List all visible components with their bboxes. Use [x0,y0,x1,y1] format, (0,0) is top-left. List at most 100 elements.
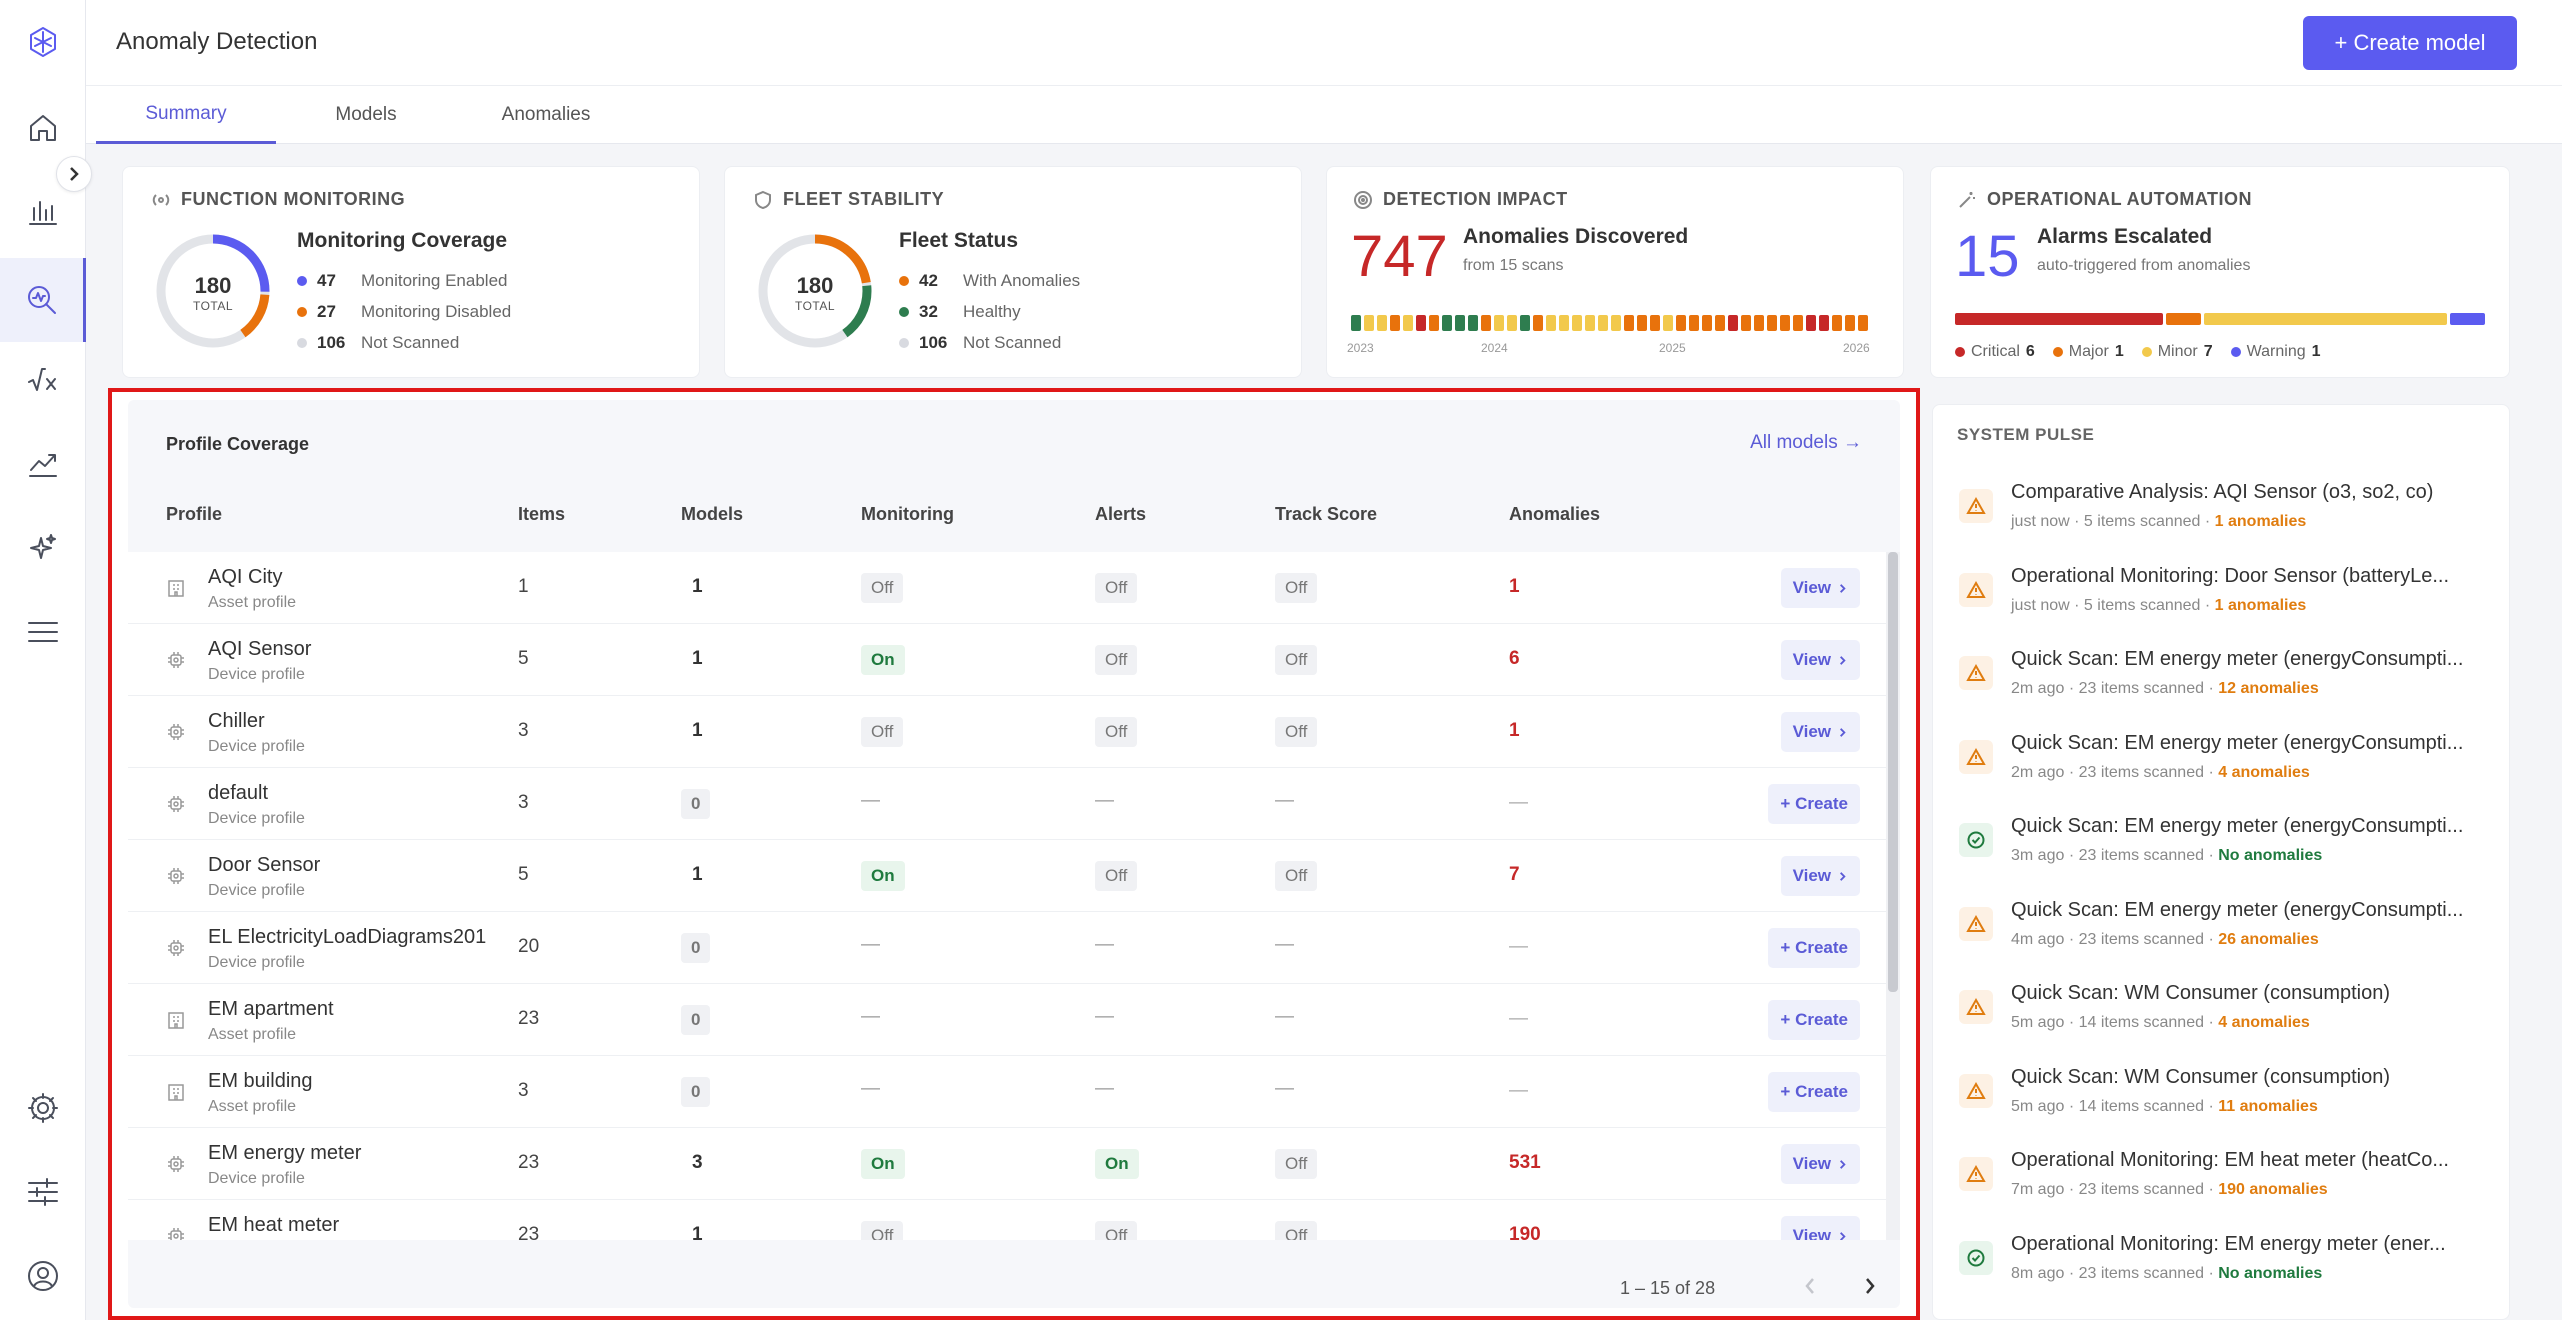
legend-dot [2141,347,2152,357]
pulse-title: Quick Scan: EM energy meter (energyConsu… [2011,898,2464,921]
pulse-time: 2m ago [2011,763,2065,781]
all-models-link[interactable]: All models → [1750,432,1862,453]
chevron-right-icon [1840,871,1846,881]
sidebar-item-functions[interactable] [0,344,86,416]
sidebar-item-account[interactable] [0,1240,86,1312]
column-header-profile[interactable]: Profile [166,504,223,524]
view-profile-button[interactable]: View [1780,568,1860,608]
sidebar-item-trends[interactable] [0,428,86,500]
building-icon [168,1084,184,1101]
pulse-scanned: 14 items scanned [2078,1014,2204,1031]
user-icon [28,1261,58,1291]
pulse-item[interactable]: Operational Monitoring: EM energy meter … [1933,1223,2509,1306]
table-row[interactable]: EL ElectricityLoadDiagrams201 Device prof… [128,912,1898,984]
previous-page-button[interactable] [1790,1266,1830,1306]
legend-label: Minor [2157,343,2198,360]
sidebar-item-settings[interactable] [0,1072,86,1144]
column-header-alerts[interactable]: Alerts [1095,504,1147,524]
column-header-anomalies[interactable]: Anomalies [1509,504,1601,524]
pulse-item[interactable]: Quick Scan: EM energy meter (energyConsu… [1933,805,2509,888]
next-page-button[interactable] [1850,1266,1890,1306]
pulse-result: 4 anomalies [2218,1014,2310,1031]
table-row[interactable]: EM apartment Asset profile 23 0 — — — — + Create [128,984,1898,1056]
profile-type: Asset profile [208,594,297,611]
pulse-status-icon [1959,1157,1993,1191]
pulse-item[interactable]: Operational Monitoring: EM heat meter (h… [1933,1139,2509,1222]
check-circle-icon [1967,831,1985,849]
pulse-meta: 8m ago · 23 items scanned · No anomalies [2011,1264,2323,1282]
pulse-item[interactable]: Quick Scan: EM energy meter (energyConsu… [1933,722,2509,805]
scan-square [1858,315,1868,331]
profile-type: Device profile [208,738,305,755]
scan-square [1650,315,1660,331]
create-model-for-profile-button[interactable]: + Create [1768,1072,1860,1112]
create-model-for-profile-button[interactable]: + Create [1768,1000,1860,1040]
pulse-meta: 3m ago · 23 items scanned · No anomalies [2011,847,2323,864]
legend-dot [899,338,909,348]
table-row[interactable]: EM building Asset profile 3 0 — — — — + Create [128,1056,1898,1128]
legend-major: Major 1 [2052,343,2124,361]
items-count: 23 [518,1152,540,1173]
card-heading-label: OPERATIONAL AUTOMATION [1987,189,2252,209]
chevron-right-icon [1840,1159,1846,1169]
column-header-track-score[interactable]: Track Score [1275,504,1378,524]
pulse-item[interactable]: Quick Scan: WM Consumer (consumption) 5m … [1933,972,2509,1055]
tab-summary[interactable]: Summary [96,86,276,144]
create-model-for-profile-button[interactable]: + Create [1768,928,1860,968]
tab-anomalies[interactable]: Anomalies [501,104,591,125]
table-row[interactable]: AQI City Asset profile 1 1 Off Off Off 1 View [128,552,1898,624]
scan-square [1598,315,1608,331]
view-profile-button[interactable]: View [1780,640,1860,680]
column-header-models[interactable]: Models [681,504,744,524]
tab-bar: Summary Models Anomalies [86,86,2562,144]
sidebar-item-menu[interactable] [0,596,86,668]
legend-count: 6 [2025,343,2035,360]
sidebar-item-ai[interactable] [0,512,86,584]
tab-models[interactable]: Models [335,104,397,125]
scan-square [1403,315,1413,331]
column-header-items[interactable]: Items [518,504,566,524]
severity-segment-warning [2450,313,2486,325]
legend-count: 106 [919,333,948,352]
donut-segment-0 [156,234,270,348]
chip-icon [168,652,184,668]
pulse-time: 2m ago [2011,680,2065,697]
app-logo[interactable] [0,6,86,78]
action-label: + Create [1780,794,1848,813]
pulse-item[interactable]: Quick Scan: EM energy meter (energyConsu… [1933,638,2509,721]
table-scrollbar[interactable] [1886,552,1900,1240]
sidebar-item-preferences[interactable] [0,1156,86,1228]
scrollbar-thumb[interactable] [1888,552,1898,992]
view-profile-button[interactable]: View [1780,1144,1860,1184]
sidebar-item-anomaly-detection[interactable] [0,258,86,342]
section-title: SYSTEM PULSE [1957,425,2095,444]
building-icon [168,580,184,597]
table-row[interactable]: Chiller Device profile 3 1 Off Off Off 1 View [128,696,1898,768]
table-row[interactable]: Door Sensor Device profile 5 1 On Off Off 7 View [128,840,1898,912]
pulse-scanned: 5 items scanned [2083,513,2201,530]
table-row[interactable]: EM energy meter Device profile 23 3 On On Off 5… [128,1128,1898,1200]
pulse-result: 12 anomalies [2218,680,2319,697]
view-profile-button[interactable]: View [1780,856,1860,896]
create-model-button[interactable]: + Create model [2303,16,2517,70]
sidebar-item-home[interactable] [0,92,86,164]
device-profile-icon-wrap [166,650,186,670]
donut-total-label: TOTAL [192,299,234,313]
create-model-for-profile-button[interactable]: + Create [1768,784,1860,824]
sidebar-expand-button[interactable] [56,156,92,192]
view-profile-button[interactable]: View [1780,1216,1860,1240]
sidebar-item-analytics[interactable] [0,176,86,248]
pulse-meta: 2m ago · 23 items scanned · 4 anomalies [2011,763,2310,781]
column-header-monitoring[interactable]: Monitoring [861,504,954,524]
profile-name: AQI City [208,566,283,588]
table-row[interactable]: default Device profile 3 0 — — — — + Create [128,768,1898,840]
pulse-item[interactable]: Comparative Analysis: AQI Sensor (o3, so… [1933,471,2509,554]
pulse-result: 26 anomalies [2218,930,2319,948]
table-row[interactable]: AQI Sensor Device profile 5 1 On Off Off 6 View [128,624,1898,696]
pulse-item[interactable]: Quick Scan: WM Consumer (consumption) 5m … [1933,1056,2509,1139]
view-profile-button[interactable]: View [1780,712,1860,752]
pulse-item[interactable]: Quick Scan: EM energy meter (energyConsu… [1933,889,2509,972]
pulse-item[interactable]: Operational Monitoring: Door Sensor (bat… [1933,555,2509,638]
pulse-status-icon [1959,906,1993,941]
